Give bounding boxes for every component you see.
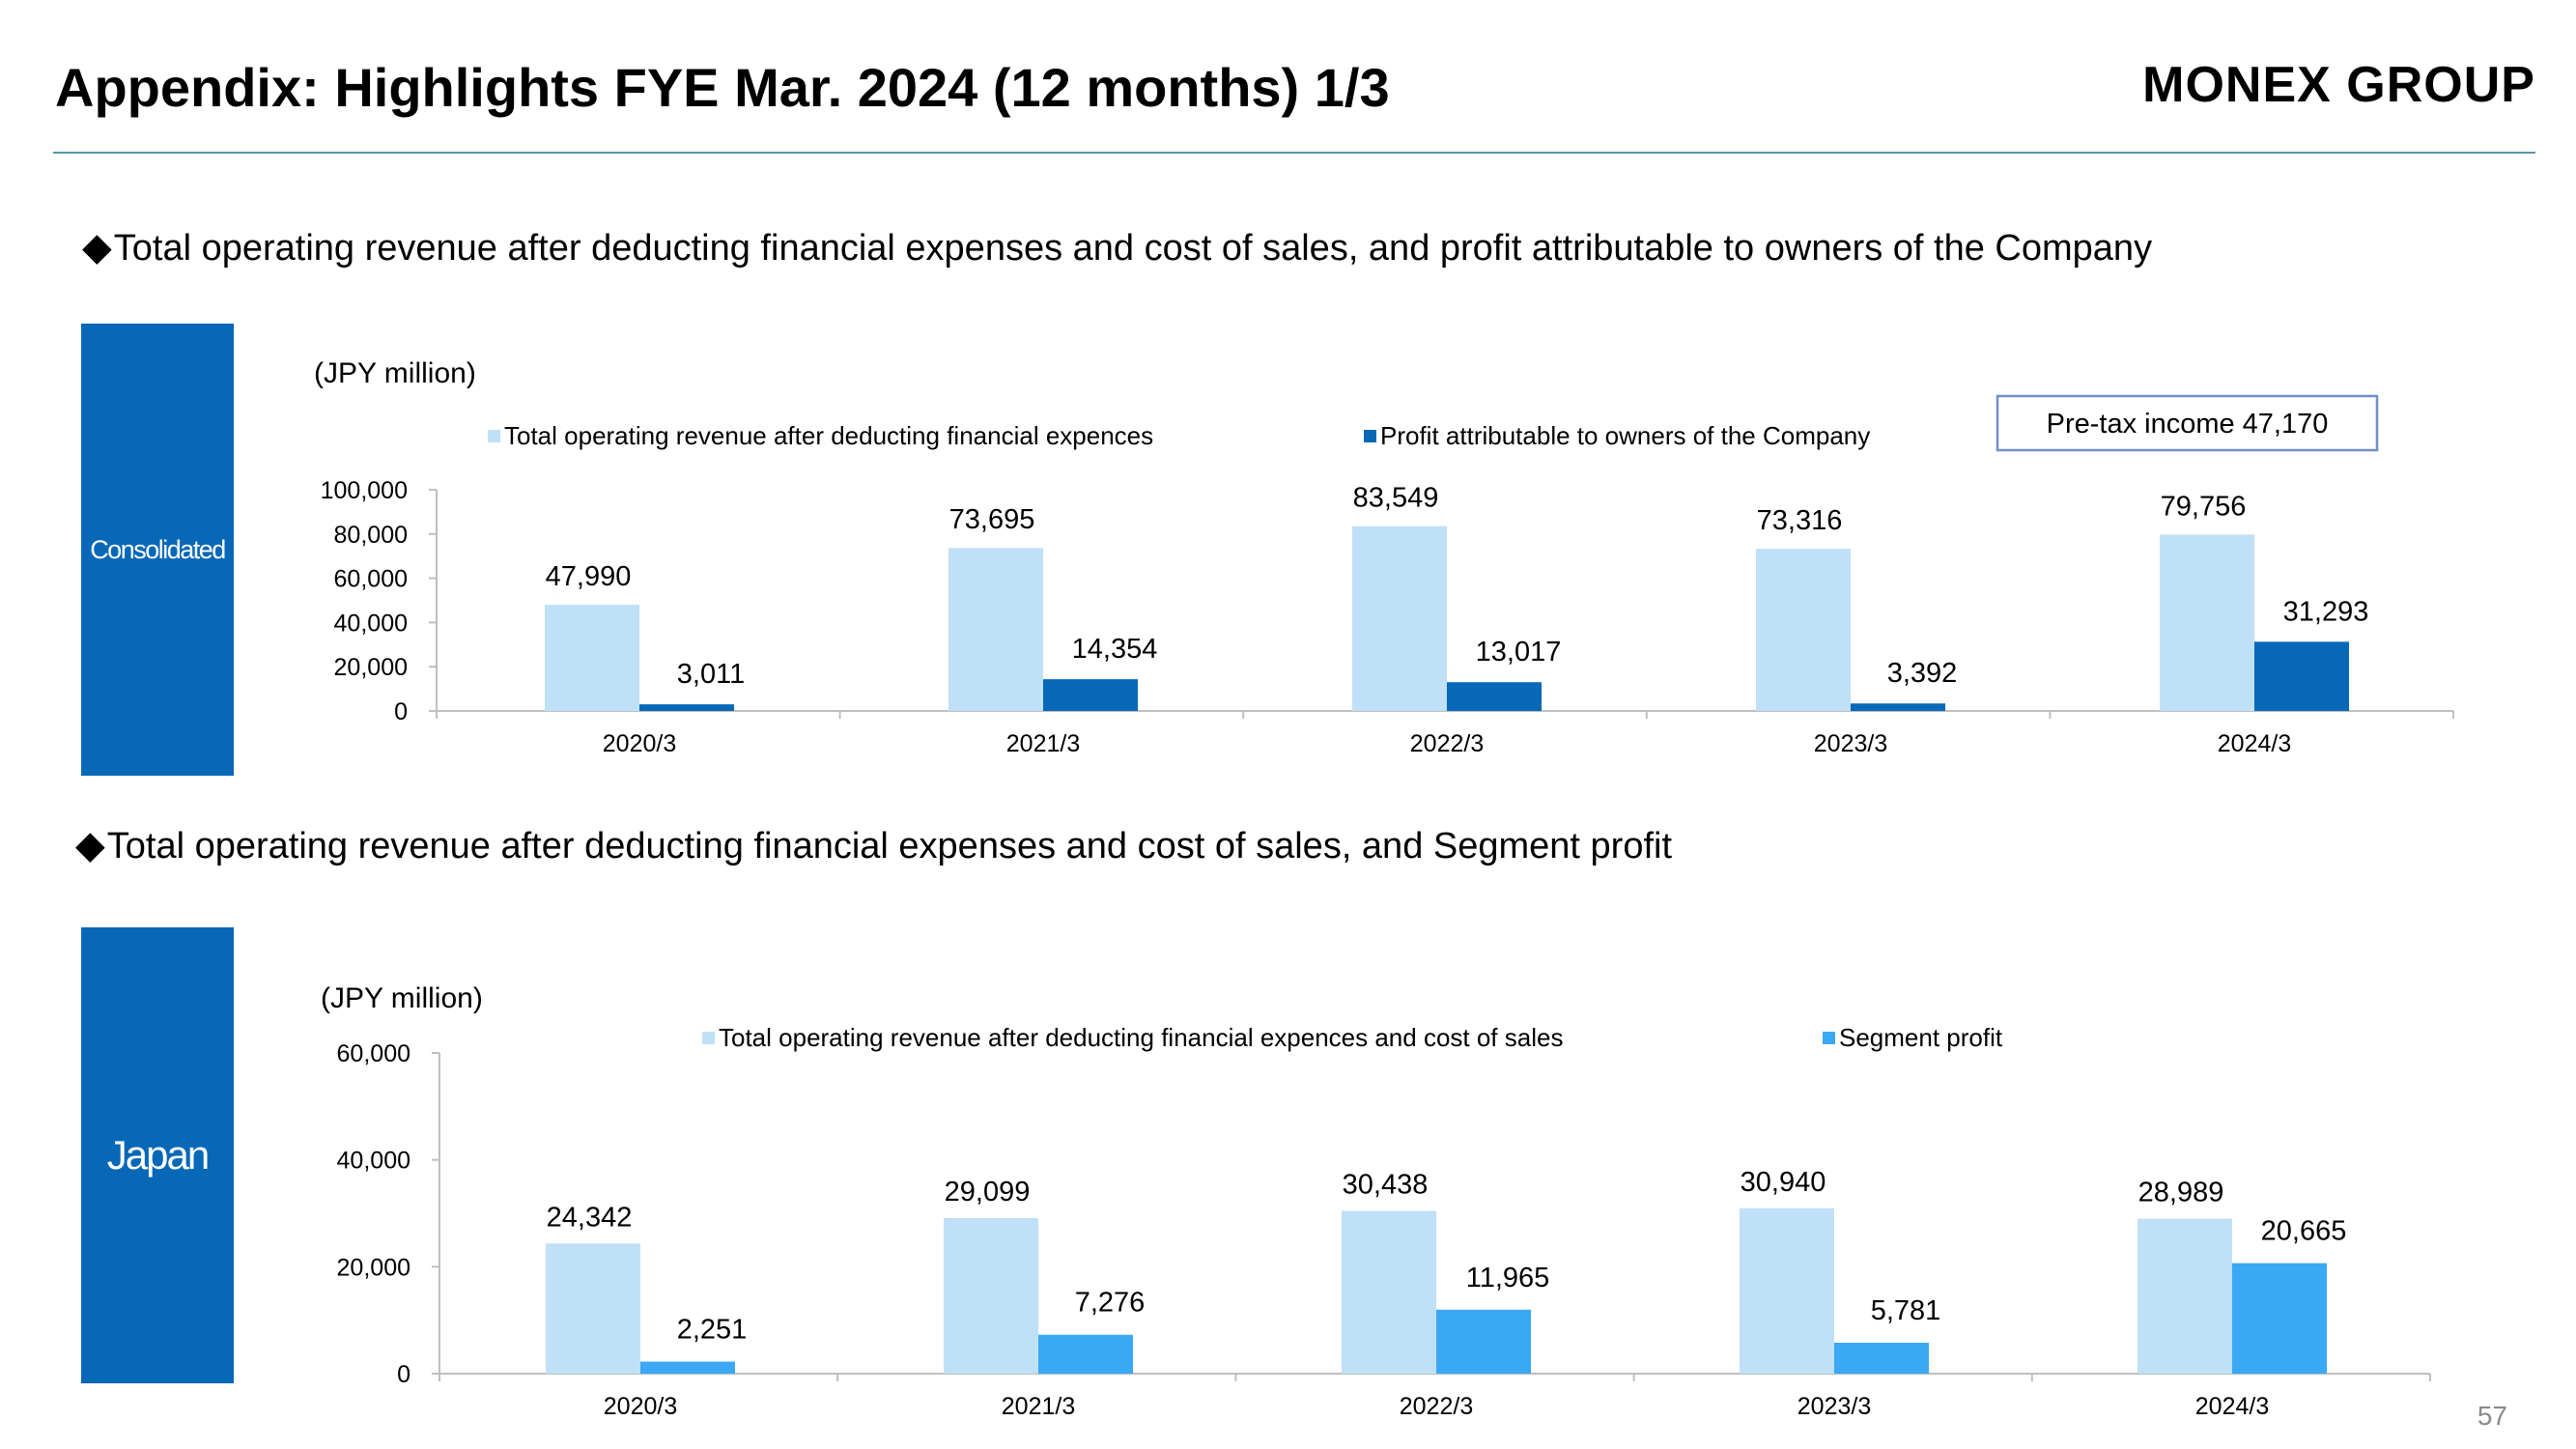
data-label: 79,756 xyxy=(2161,491,2247,522)
bar-profit xyxy=(2232,1263,2327,1374)
y-tick-label: 20,000 xyxy=(334,654,408,681)
data-label: 30,940 xyxy=(1741,1167,1826,1198)
legend-swatch xyxy=(1823,1032,1835,1044)
section-heading-text: Total operating revenue after deducting … xyxy=(113,228,2153,269)
data-label: 30,438 xyxy=(1343,1170,1429,1201)
data-label: 24,342 xyxy=(547,1202,633,1233)
y-tick-label: 80,000 xyxy=(334,522,408,549)
x-tick-label: 2023/3 xyxy=(1798,1393,1871,1420)
data-label: 47,990 xyxy=(546,561,632,592)
data-label: 13,017 xyxy=(1476,637,1562,668)
legend-label: Total operating revenue after deducting … xyxy=(504,421,1153,450)
y-tick-label: 100,000 xyxy=(321,477,408,504)
legend-label: Total operating revenue after deducting … xyxy=(719,1023,1563,1052)
y-tick-label: 40,000 xyxy=(334,610,408,637)
section-heading-japan: ◆Total operating revenue after deducting… xyxy=(75,823,1672,867)
bar-revenue xyxy=(1342,1210,1436,1374)
side-tab-label: Japan xyxy=(106,1132,210,1178)
data-label: 29,099 xyxy=(945,1177,1031,1208)
bar-revenue xyxy=(2160,534,2254,711)
data-label: 3,392 xyxy=(1887,658,1958,689)
bar-revenue xyxy=(2137,1218,2232,1374)
legend-label: Profit attributable to owners of the Com… xyxy=(1380,421,1870,450)
data-label: 2,251 xyxy=(677,1315,748,1346)
pretax-income-annotation: Pre-tax income 47,170 xyxy=(2047,409,2329,440)
data-label: 5,781 xyxy=(1871,1295,1941,1326)
data-label: 20,665 xyxy=(2261,1216,2347,1247)
bar-profit xyxy=(1043,679,1138,711)
diamond-bullet-icon: ◆ xyxy=(75,824,105,867)
bar-profit xyxy=(1436,1309,1531,1374)
y-tick-label: 0 xyxy=(394,698,408,725)
page-title: Appendix: Highlights FYE Mar. 2024 (12 m… xyxy=(55,57,1390,118)
y-unit-label: (JPY million) xyxy=(314,357,476,389)
section-heading-text: Total operating revenue after deducting … xyxy=(106,826,1673,867)
data-label: 11,965 xyxy=(1466,1263,1550,1293)
y-unit-label: (JPY million) xyxy=(321,982,483,1014)
legend-swatch xyxy=(488,430,500,442)
bar-profit xyxy=(640,1361,735,1374)
y-tick-label: 0 xyxy=(397,1361,410,1388)
side-tab-label: Consolidated xyxy=(90,534,226,564)
bar-revenue xyxy=(1756,549,1851,711)
bar-profit xyxy=(2254,641,2349,711)
y-tick-label: 60,000 xyxy=(334,566,408,593)
data-label: 73,316 xyxy=(1757,505,1843,536)
legend-swatch xyxy=(702,1032,715,1044)
data-label: 31,293 xyxy=(2283,596,2369,627)
x-tick-label: 2024/3 xyxy=(2218,730,2291,757)
x-tick-label: 2021/3 xyxy=(1002,1393,1075,1420)
x-tick-label: 2022/3 xyxy=(1410,730,1484,757)
bar-revenue xyxy=(944,1217,1038,1374)
data-label: 7,276 xyxy=(1075,1288,1146,1319)
x-tick-label: 2020/3 xyxy=(604,1393,677,1420)
y-tick-label: 20,000 xyxy=(337,1254,410,1281)
x-tick-label: 2020/3 xyxy=(603,730,676,757)
data-label: 73,695 xyxy=(949,504,1035,535)
x-tick-label: 2023/3 xyxy=(1814,730,1887,757)
bar-revenue xyxy=(546,1243,640,1374)
company-logo: MONEX GROUP xyxy=(2142,57,2535,113)
header-divider xyxy=(53,152,2535,154)
bar-profit xyxy=(1447,682,1542,711)
page-number: 57 xyxy=(2477,1401,2507,1431)
x-tick-label: 2021/3 xyxy=(1006,730,1080,757)
diamond-bullet-icon: ◆ xyxy=(82,226,112,269)
section-heading-consolidated: ◆Total operating revenue after deducting… xyxy=(82,225,2152,270)
bar-revenue xyxy=(948,548,1043,711)
pretax-income-box xyxy=(1996,394,2379,452)
bar-revenue xyxy=(1740,1208,1834,1374)
bar-revenue xyxy=(1352,526,1447,711)
bar-profit xyxy=(1038,1334,1133,1374)
bar-profit xyxy=(1834,1343,1929,1374)
data-label: 28,989 xyxy=(2138,1178,2224,1208)
x-tick-label: 2022/3 xyxy=(1400,1393,1473,1420)
data-label: 3,011 xyxy=(677,659,745,690)
legend-label: Segment profit xyxy=(1839,1023,2003,1052)
legend-swatch xyxy=(1364,430,1376,442)
x-tick-label: 2024/3 xyxy=(2195,1393,2269,1420)
side-tab-consolidated: Consolidated xyxy=(81,324,234,776)
side-tab-japan: Japan xyxy=(81,927,234,1383)
bar-profit xyxy=(1851,703,1945,711)
data-label: 83,549 xyxy=(1353,483,1439,514)
y-tick-label: 40,000 xyxy=(337,1148,410,1175)
bar-profit xyxy=(639,704,734,711)
data-label: 14,354 xyxy=(1072,634,1158,665)
y-tick-label: 60,000 xyxy=(337,1040,410,1067)
bar-revenue xyxy=(545,605,639,711)
